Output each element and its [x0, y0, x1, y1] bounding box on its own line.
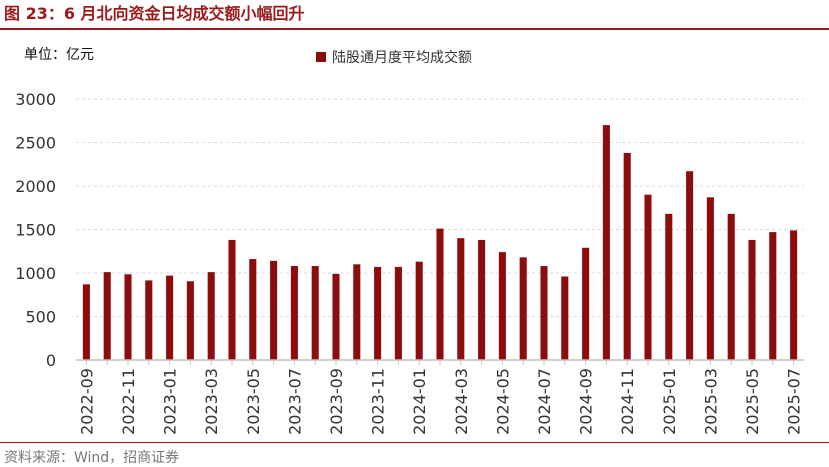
bar: [602, 125, 610, 360]
unit-label: 单位：亿元: [24, 47, 94, 63]
x-tick-label: 2024-07: [535, 368, 554, 435]
bar: [582, 247, 590, 360]
source-note: 资料来源：Wind，招商证券: [4, 450, 180, 466]
bar: [374, 266, 382, 360]
x-tick-label: 2023-11: [369, 368, 388, 435]
bar: [561, 276, 569, 360]
x-tick-label: 2022-09: [77, 368, 96, 435]
legend-label: 陆股通月度平均成交额: [332, 50, 472, 66]
bar: [790, 230, 798, 360]
bar: [124, 274, 132, 360]
gridlines: [76, 98, 804, 317]
y-tick-label: 2500: [15, 134, 56, 153]
bar: [519, 257, 527, 360]
bar: [207, 272, 215, 360]
bar: [166, 275, 174, 360]
x-tick-label: 2025-01: [660, 368, 679, 435]
x-tick-label: 2024-03: [452, 368, 471, 435]
y-tick-label: 0: [46, 351, 56, 370]
bar: [270, 260, 278, 360]
bar: [353, 264, 361, 360]
x-tick-label: 2023-03: [202, 368, 221, 435]
y-axis-ticks: 0 500 1000 1500 2000 2500 3000: [15, 90, 56, 370]
bar: [415, 261, 423, 360]
bar: [540, 266, 548, 360]
y-tick-label: 3000: [15, 90, 56, 109]
bar: [623, 152, 631, 360]
bar: [103, 272, 111, 360]
legend-swatch: [316, 52, 326, 62]
bar: [727, 213, 735, 360]
bar: [394, 266, 402, 360]
bar: [82, 284, 90, 360]
y-tick-label: 1000: [15, 264, 56, 283]
source-divider: [0, 442, 829, 443]
bar: [665, 213, 673, 360]
bar: [228, 239, 236, 360]
x-tick-label: 2024-11: [618, 368, 637, 435]
x-tick-label: 2025-05: [743, 368, 762, 435]
figure-title: 图 23：6 月北向资金日均成交额小幅回升: [4, 4, 305, 23]
y-tick-label: 2000: [15, 177, 56, 196]
x-tick-label: 2025-03: [701, 368, 720, 435]
x-tick-label: 2022-11: [119, 368, 138, 435]
bar: [249, 259, 257, 360]
bar: [290, 266, 298, 360]
bar: [769, 232, 777, 360]
bar: [706, 197, 714, 360]
x-tick-label: 2023-01: [161, 368, 180, 435]
x-tick-label: 2024-01: [410, 368, 429, 435]
x-tick-label: 2024-09: [577, 368, 596, 435]
bar: [457, 238, 465, 360]
bar: [748, 239, 756, 360]
x-tick-label: 2023-05: [244, 368, 263, 435]
bar: [145, 280, 153, 360]
bar: [311, 266, 319, 360]
x-axis-ticks: 2022-09 2022-11 2023-01 2023-03 2023-05 2023-…: [77, 360, 804, 435]
x-tick-label: 2023-07: [285, 368, 304, 435]
y-tick-label: 500: [25, 308, 56, 327]
x-tick-label: 2023-09: [327, 368, 346, 435]
x-tick-label: 2024-05: [493, 368, 512, 435]
x-tick-label: 2025-07: [785, 368, 804, 435]
bars: [82, 125, 798, 360]
bar: [686, 171, 694, 360]
legend: 陆股通月度平均成交额: [316, 47, 472, 67]
bar: [186, 281, 194, 360]
title-divider: [0, 28, 829, 30]
bar: [478, 239, 486, 360]
bar: [644, 194, 652, 360]
bar: [498, 252, 506, 360]
bar: [436, 228, 444, 360]
bar: [332, 273, 340, 360]
y-tick-label: 1500: [15, 221, 56, 240]
